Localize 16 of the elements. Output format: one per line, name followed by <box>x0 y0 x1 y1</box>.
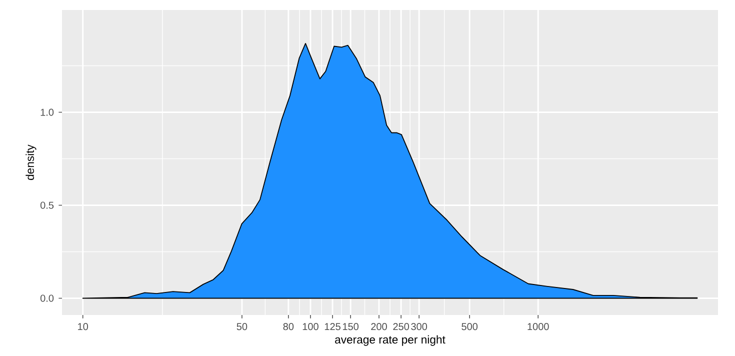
y-axis-title: density <box>26 144 36 180</box>
x-tick-label: 300 <box>411 323 428 330</box>
x-tick-label: 150 <box>342 323 359 330</box>
y-tick-label: 1.0 <box>40 108 54 116</box>
x-tick-label: 50 <box>236 323 248 330</box>
x-tick-label: 100 <box>302 323 318 330</box>
x-tick-label: 1000 <box>528 323 549 330</box>
x-tick-label: 80 <box>283 323 294 330</box>
x-tick-label: 200 <box>371 323 387 330</box>
x-tick-label: 500 <box>462 323 478 330</box>
x-tick-label: 125 <box>324 323 340 330</box>
x-tick-label: 10 <box>78 323 88 330</box>
y-tick-label: 0.0 <box>40 294 54 302</box>
x-tick-label: 250 <box>393 323 410 330</box>
x-axis-title: average rate per night <box>335 335 446 346</box>
y-tick-label: 0.5 <box>40 202 54 209</box>
